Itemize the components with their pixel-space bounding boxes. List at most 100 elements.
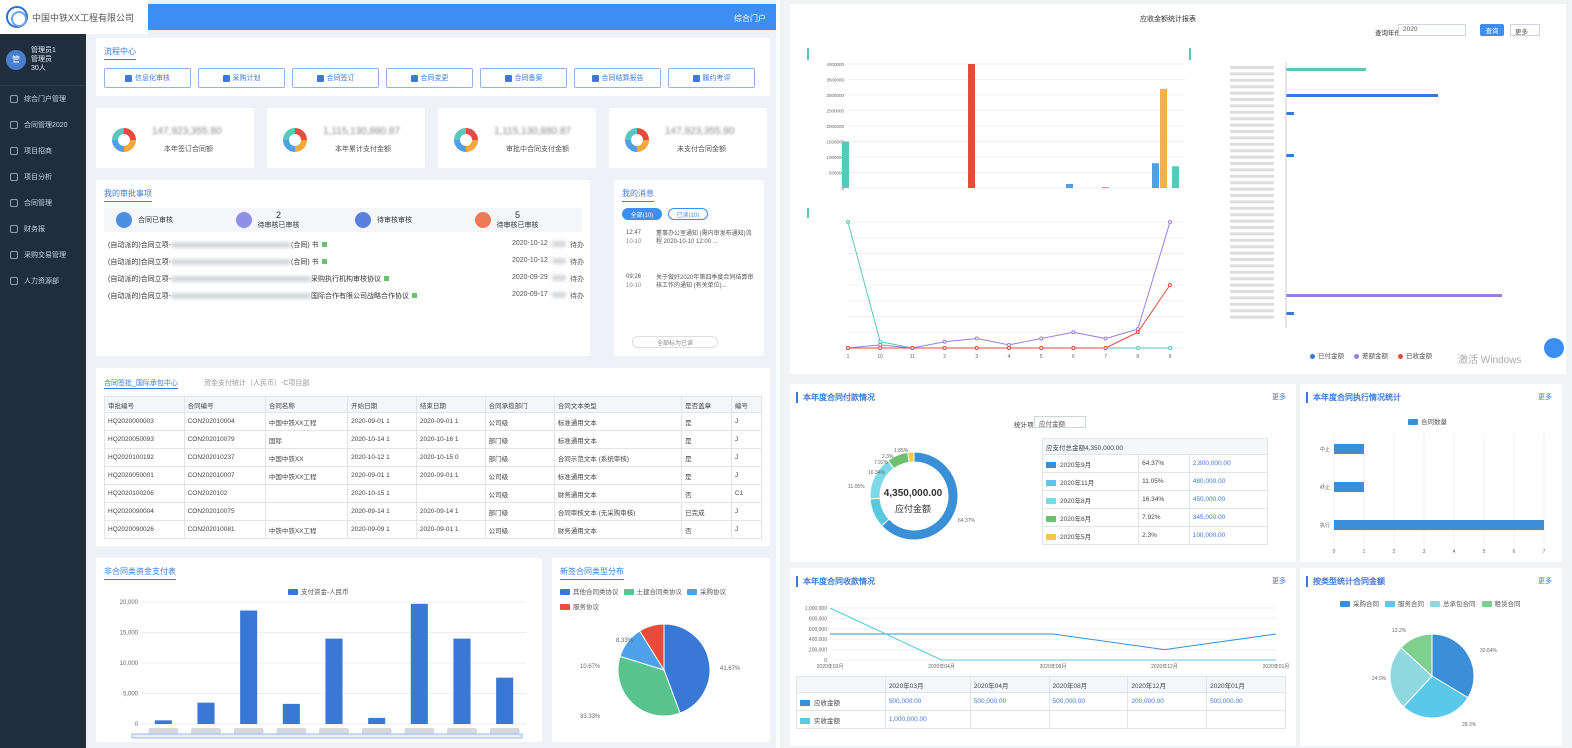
trend-point[interactable] — [1103, 346, 1108, 350]
trend-point[interactable] — [846, 346, 850, 350]
receivable-bar[interactable] — [1066, 183, 1073, 188]
quick-action-button[interactable]: 采购计划 — [198, 68, 285, 88]
table-tab[interactable]: 合同签批_国际承包中心 — [104, 380, 178, 389]
table-row[interactable]: HQ2020000003 CON202010004 中国中铁XX工程 2020-09-… — [104, 412, 763, 431]
type-slice[interactable] — [1389, 646, 1433, 708]
quick-action-button[interactable]: 合同变更 — [386, 68, 473, 88]
trend-point[interactable] — [1168, 346, 1172, 350]
trend-point[interactable] — [1071, 346, 1076, 350]
bar[interactable] — [410, 603, 428, 724]
todo-tab[interactable]: 合同已审核 — [104, 208, 224, 232]
more-select[interactable]: 更多 — [1510, 24, 1540, 36]
exec-more-link[interactable]: 更多 — [1538, 394, 1552, 401]
message-text[interactable]: 关于做好2020年第四季度合同结算审核工作的通知 (有关单位)... — [656, 275, 754, 289]
legend-item[interactable]: 服务协议 — [560, 601, 599, 611]
legend-item[interactable]: 租赁合同 — [1481, 598, 1521, 608]
trend-point[interactable] — [878, 342, 883, 347]
category-bar[interactable] — [1286, 312, 1294, 315]
company-logo[interactable]: 中国中铁XX工程有限公司 — [0, 0, 148, 34]
trend-point[interactable] — [942, 346, 947, 350]
exec-bar[interactable] — [1334, 482, 1364, 492]
contract-type-slice[interactable] — [617, 655, 681, 717]
trend-point[interactable] — [1135, 330, 1140, 335]
legend-item[interactable]: 差额金额 — [1354, 350, 1388, 360]
sidebar-item[interactable]: 合同管理2020 — [0, 112, 86, 138]
receivable-bar[interactable] — [842, 141, 849, 189]
trend-point[interactable] — [910, 346, 915, 350]
exec-bar[interactable] — [1334, 444, 1364, 454]
legend-item[interactable]: 总承包合同 — [1430, 598, 1476, 608]
mark-all-read-button[interactable]: 全部标为已读 — [632, 336, 718, 348]
trend-point[interactable] — [1039, 346, 1044, 350]
bell-icon[interactable] — [1544, 338, 1564, 358]
bar[interactable] — [368, 717, 386, 724]
bar[interactable] — [325, 638, 343, 724]
message-text[interactable]: 董事办公室通知 (需内审发布通知)流程 2020-10-10 12:00 ... — [656, 231, 752, 245]
todo-item[interactable]: (自动派的)合同立项- (合同) 书 — [108, 240, 327, 250]
table-tab[interactable]: 资金支付统计（人民币）-C项目部 — [204, 380, 310, 387]
legend-item[interactable]: 已付金额 — [1310, 350, 1344, 360]
recv-line[interactable] — [830, 633, 1277, 651]
receivable-bar[interactable] — [1172, 166, 1179, 188]
pay-table-row[interactable]: 2020年8月 16.34% 450,000.00 — [1041, 490, 1269, 509]
pay-table-row[interactable]: 2020年9月 64.37% 2,800,000.00 — [1041, 454, 1269, 473]
trend-point[interactable] — [1007, 346, 1011, 350]
quick-action-button[interactable]: 履约考评 — [668, 68, 755, 88]
bar[interactable] — [282, 703, 300, 724]
table-row[interactable]: HQ2020100192 CON202010237 中国中铁XX 2020-10-12… — [104, 448, 763, 467]
receivable-bar[interactable] — [1152, 163, 1159, 188]
sidebar-item[interactable]: 合同管理 — [0, 190, 86, 216]
receivable-bar[interactable] — [1160, 88, 1167, 188]
pay-select[interactable]: 应付金额 — [1034, 416, 1086, 428]
receivable-bar[interactable] — [968, 64, 975, 188]
type-slice[interactable] — [1402, 675, 1469, 719]
year-filter-select[interactable]: 2020 — [1398, 24, 1466, 36]
contract-type-slice[interactable] — [639, 623, 665, 672]
table-row[interactable]: HQ2020100206 CON2020102 2020-10-15 1 公司级 财务通… — [104, 484, 763, 503]
trend-point[interactable] — [1168, 220, 1172, 224]
recv-line[interactable] — [829, 607, 1276, 661]
trend-point[interactable] — [878, 339, 883, 344]
recv-row[interactable]: 实收金额 1,000,000.00 — [796, 710, 1286, 729]
trend-point[interactable] — [1039, 336, 1044, 341]
bar[interactable] — [197, 702, 215, 724]
query-button[interactable]: 查询 — [1480, 24, 1504, 36]
quick-action-button[interactable]: 合同结算报告 — [574, 68, 661, 88]
sidebar-item[interactable]: 人力资源部 — [0, 268, 86, 294]
todo-item[interactable]: (自动派的)合同立项- (合同) 书 — [108, 257, 327, 267]
trend-point[interactable] — [974, 346, 979, 350]
category-bar[interactable] — [1286, 154, 1294, 157]
exec-bar[interactable] — [1334, 520, 1544, 530]
bar[interactable] — [496, 677, 514, 724]
todo-item[interactable]: (自动派的)合同立项- 国际合作有限公司战略合作协议 — [108, 291, 417, 301]
quick-action-button[interactable]: 合同备案 — [480, 68, 567, 88]
category-bar[interactable] — [1286, 94, 1438, 97]
table-row[interactable]: HQ2020050001 CON202010007 中国中铁XX工程 2020-09-… — [104, 466, 763, 485]
todo-tab[interactable]: 2 待审核已审核 — [224, 208, 344, 232]
bar[interactable] — [453, 638, 471, 724]
pay-table-row[interactable]: 2020年11月 11.05% 480,000.00 — [1041, 472, 1269, 491]
pay-table-row[interactable]: 2020年5月 2.3% 100,000.00 — [1041, 526, 1269, 545]
sidebar-item[interactable]: 采购交易管理 — [0, 242, 86, 268]
legend-item[interactable]: 土建合同类协议 — [623, 586, 682, 596]
sidebar-item[interactable]: 财务报 — [0, 216, 86, 242]
pay-table-row[interactable]: 2020年6月 7.92% 345,000.00 — [1041, 508, 1269, 527]
pay-slice[interactable] — [907, 451, 915, 463]
legend-item[interactable]: 服务合同 — [1385, 598, 1424, 608]
legend-item[interactable]: 采购协议 — [687, 586, 726, 596]
recv-more-link[interactable]: 更多 — [1272, 578, 1286, 585]
trend-point[interactable] — [942, 339, 947, 344]
legend-item[interactable]: 其他合同类协议 — [560, 586, 619, 596]
sidebar-item[interactable]: 综合门户管理 — [0, 86, 86, 112]
pay-more-link[interactable]: 更多 — [1272, 394, 1286, 401]
contract-type-slice[interactable] — [663, 623, 711, 714]
trend-point[interactable] — [1103, 336, 1108, 341]
trend-point[interactable] — [846, 220, 850, 224]
bar[interactable] — [240, 610, 258, 724]
trend-point[interactable] — [974, 336, 979, 341]
recv-row[interactable]: 应收金额 500,000.00 500,000.00 500,000.00 200,00… — [796, 692, 1286, 711]
trend-point[interactable] — [878, 346, 883, 350]
trend-point[interactable] — [1071, 330, 1076, 335]
table-row[interactable]: HQ2020090004 CON202010075 2020-09-14 1 2020… — [104, 502, 763, 521]
message-tab[interactable]: 全部(10) — [622, 208, 662, 220]
